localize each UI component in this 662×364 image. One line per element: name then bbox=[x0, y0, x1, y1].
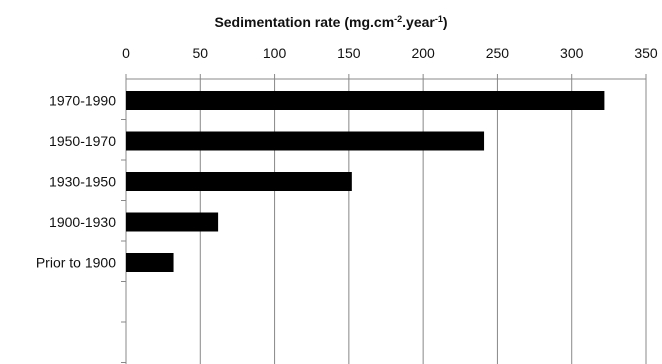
bar bbox=[126, 172, 352, 191]
y-category-label: 1950-1970 bbox=[49, 133, 116, 149]
x-axis-title-part: Sedimentation rate (mg.cm bbox=[214, 14, 395, 30]
x-axis-title: Sedimentation rate (mg.cm-2.year-1) bbox=[0, 14, 662, 30]
x-axis-title-part: .year bbox=[402, 14, 435, 30]
bar bbox=[126, 131, 485, 151]
x-axis-title-superscript: -1 bbox=[434, 14, 443, 24]
x-tick-label: 0 bbox=[122, 45, 130, 61]
x-tick-label: 250 bbox=[486, 45, 510, 61]
bar bbox=[126, 212, 219, 232]
x-tick-label: 50 bbox=[192, 45, 208, 61]
y-category-label: 1900-1930 bbox=[49, 214, 116, 230]
x-axis-title-part: ) bbox=[442, 14, 448, 30]
y-category-label: 1930-1950 bbox=[49, 174, 116, 190]
x-axis-title-superscript: -2 bbox=[394, 14, 403, 24]
bar bbox=[126, 91, 605, 110]
bar bbox=[126, 253, 174, 272]
x-tick-label: 350 bbox=[634, 45, 658, 61]
x-tick-label: 200 bbox=[411, 45, 435, 61]
y-category-label: 1970-1990 bbox=[49, 93, 116, 109]
x-tick-label: 150 bbox=[337, 45, 361, 61]
y-category-label: Prior to 1900 bbox=[36, 255, 116, 271]
x-tick-label: 100 bbox=[263, 45, 287, 61]
x-tick-label: 300 bbox=[560, 45, 584, 61]
